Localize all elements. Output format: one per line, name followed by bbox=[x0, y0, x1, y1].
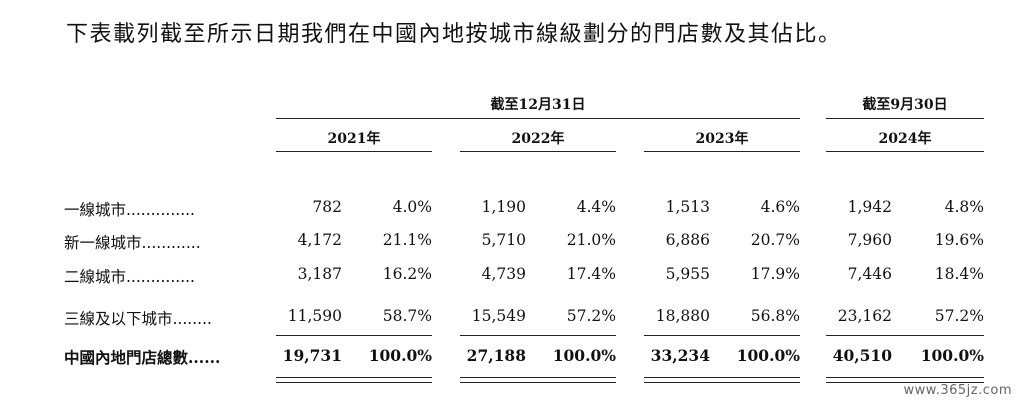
year-header-2023: 2023年 bbox=[695, 131, 749, 147]
table-cell: 57.2% bbox=[566, 307, 616, 325]
double-rule-bottom bbox=[826, 382, 984, 383]
table-cell: 7,446 bbox=[847, 265, 892, 283]
double-rule-top bbox=[826, 377, 984, 378]
table-cell: 1,942 bbox=[847, 198, 892, 216]
table-cell: 4.8% bbox=[944, 198, 984, 216]
group-header-sep30: 截至9月30日 bbox=[862, 97, 948, 113]
group-rule-sep30 bbox=[826, 118, 984, 119]
table-cell: 21.0% bbox=[566, 231, 616, 249]
total-cell: 100.0% bbox=[920, 346, 984, 365]
row-label-tier2: 二線城市.............. bbox=[64, 268, 195, 286]
double-rule-top bbox=[276, 377, 432, 378]
table-cell: 11,590 bbox=[287, 307, 342, 325]
total-cell: 100.0% bbox=[368, 346, 432, 365]
table-cell: 56.8% bbox=[750, 307, 800, 325]
year-rule-2021 bbox=[276, 151, 432, 152]
subtotal-rule bbox=[460, 335, 616, 336]
table-cell: 4.0% bbox=[392, 198, 432, 216]
table-cell: 21.1% bbox=[382, 231, 432, 249]
row-label-total: 中國內地門店總數...... bbox=[64, 348, 221, 367]
table-cell: 5,955 bbox=[665, 265, 710, 283]
table-cell: 4.4% bbox=[576, 198, 616, 216]
total-cell: 100.0% bbox=[552, 346, 616, 365]
table-cell: 4,739 bbox=[481, 265, 526, 283]
table-cell: 5,710 bbox=[481, 231, 526, 249]
total-cell: 100.0% bbox=[736, 346, 800, 365]
table-cell: 4.6% bbox=[760, 198, 800, 216]
double-rule-top bbox=[460, 377, 616, 378]
subtotal-rule bbox=[276, 335, 432, 336]
total-cell: 33,234 bbox=[650, 346, 710, 365]
table-cell: 6,886 bbox=[665, 231, 710, 249]
year-rule-2022 bbox=[460, 151, 616, 152]
table-cell: 1,513 bbox=[665, 198, 710, 216]
table-cell: 16.2% bbox=[382, 265, 432, 283]
row-label-new-tier1: 新一線城市............ bbox=[64, 234, 201, 252]
year-header-2022: 2022年 bbox=[511, 131, 565, 147]
table-cell: 3,187 bbox=[297, 265, 342, 283]
total-cell: 40,510 bbox=[832, 346, 892, 365]
table-cell: 20.7% bbox=[750, 231, 800, 249]
subtotal-rule bbox=[644, 335, 800, 336]
watermark: www.365jz.com bbox=[903, 383, 1012, 398]
table-cell: 15,549 bbox=[471, 307, 526, 325]
table-cell: 17.4% bbox=[566, 265, 616, 283]
year-header-2021: 2021年 bbox=[327, 131, 381, 147]
table-cell: 4,172 bbox=[297, 231, 342, 249]
table-cell: 17.9% bbox=[750, 265, 800, 283]
table-cell: 1,190 bbox=[481, 198, 526, 216]
subtotal-rule bbox=[826, 335, 984, 336]
table-cell: 23,162 bbox=[837, 307, 892, 325]
row-label-tier1: 一線城市.............. bbox=[64, 201, 195, 219]
double-rule-bottom bbox=[644, 382, 800, 383]
group-rule-dec31 bbox=[276, 118, 800, 119]
table-cell: 58.7% bbox=[382, 307, 432, 325]
table-cell: 782 bbox=[312, 198, 342, 216]
group-header-dec31: 截至12月31日 bbox=[490, 97, 586, 113]
year-header-2024: 2024年 bbox=[878, 131, 932, 147]
total-cell: 19,731 bbox=[282, 346, 342, 365]
total-cell: 27,188 bbox=[466, 346, 526, 365]
table-cell: 19.6% bbox=[934, 231, 984, 249]
year-rule-2024 bbox=[826, 151, 984, 152]
table-cell: 18,880 bbox=[655, 307, 710, 325]
double-rule-bottom bbox=[276, 382, 432, 383]
double-rule-bottom bbox=[460, 382, 616, 383]
table-cell: 7,960 bbox=[847, 231, 892, 249]
year-rule-2023 bbox=[644, 151, 800, 152]
row-label-tier3-below: 三線及以下城市........ bbox=[64, 310, 212, 328]
table-cell: 57.2% bbox=[934, 307, 984, 325]
table-cell: 18.4% bbox=[934, 265, 984, 283]
double-rule-top bbox=[644, 377, 800, 378]
intro-text: 下表載列截至所示日期我們在中國內地按城市線級劃分的門店數及其佔比。 bbox=[66, 22, 842, 47]
